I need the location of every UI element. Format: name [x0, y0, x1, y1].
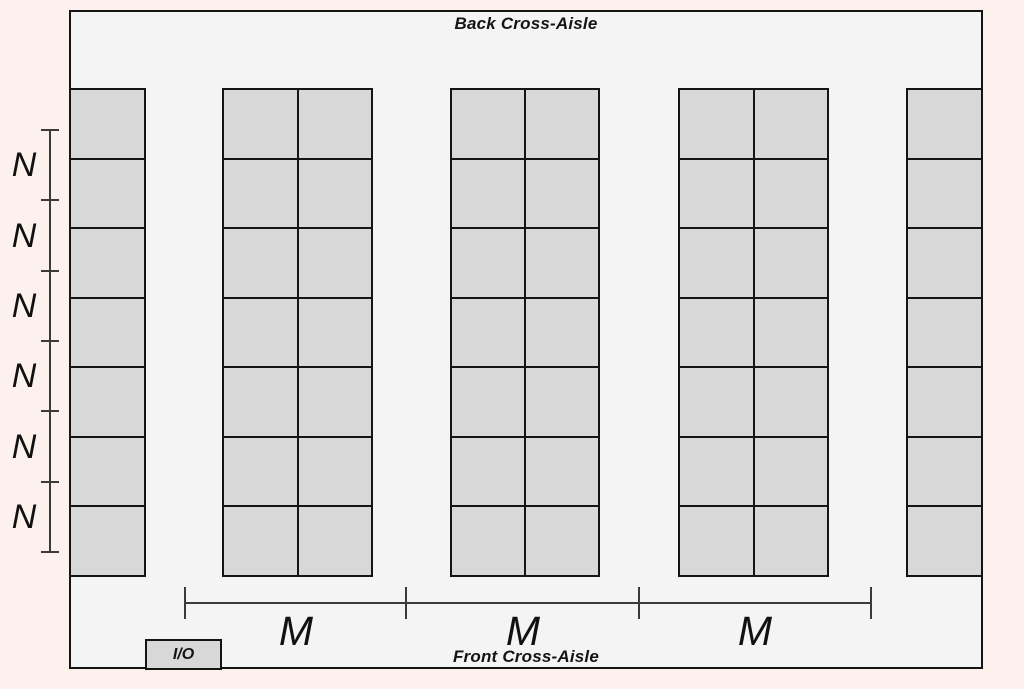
vertical-dimension-label: N	[11, 357, 37, 395]
front-cross-aisle-label: Front Cross-Aisle	[452, 647, 600, 666]
storage-cell	[680, 298, 753, 367]
horizontal-scale-tick	[870, 587, 872, 619]
storage-cell	[754, 437, 827, 506]
storage-cell	[298, 437, 371, 506]
storage-cell	[754, 90, 827, 158]
vertical-dimension-label: N	[11, 217, 37, 255]
storage-cell	[526, 229, 598, 297]
storage-cell	[908, 368, 981, 436]
vertical-dimension-label: N	[11, 428, 37, 466]
storage-cell	[224, 507, 297, 575]
back-cross-aisle-label: Back Cross-Aisle	[454, 14, 598, 33]
vertical-dimension-label: N	[11, 498, 37, 536]
storage-cell	[71, 298, 144, 367]
storage-cell	[754, 368, 827, 436]
storage-cell	[526, 90, 598, 158]
storage-rack	[450, 88, 600, 577]
storage-cell	[680, 159, 753, 228]
storage-cell	[452, 507, 524, 575]
horizontal-dimension-label: M	[737, 608, 773, 654]
storage-cell	[71, 437, 144, 506]
storage-cell	[526, 298, 598, 367]
storage-cell	[224, 229, 297, 297]
io-station: I/O	[145, 639, 222, 670]
storage-cell	[71, 368, 144, 436]
storage-cell	[298, 507, 371, 575]
horizontal-scale-tick	[638, 587, 640, 619]
storage-cell	[71, 229, 144, 297]
storage-cell	[224, 368, 297, 436]
storage-rack	[69, 88, 146, 577]
vertical-scale-tick	[41, 270, 59, 272]
storage-cell	[754, 298, 827, 367]
storage-cell	[224, 298, 297, 367]
storage-cell	[680, 507, 753, 575]
storage-cell	[452, 437, 524, 506]
vertical-dimension-label: N	[11, 146, 37, 184]
storage-cell	[680, 437, 753, 506]
storage-rack	[906, 88, 983, 577]
storage-cell	[680, 90, 753, 158]
storage-cell	[452, 368, 524, 436]
storage-cell	[452, 298, 524, 367]
storage-cell	[526, 368, 598, 436]
vertical-scale-tick	[41, 551, 59, 553]
horizontal-scale-tick	[184, 587, 186, 619]
storage-cell	[71, 90, 144, 158]
storage-cell	[754, 507, 827, 575]
storage-cell	[908, 159, 981, 228]
vertical-scale-tick	[41, 340, 59, 342]
horizontal-dimension-label: M	[278, 608, 314, 654]
storage-cell	[224, 437, 297, 506]
storage-cell	[452, 229, 524, 297]
storage-cell	[680, 368, 753, 436]
storage-cell	[298, 159, 371, 228]
storage-cell	[526, 437, 598, 506]
storage-cell	[908, 229, 981, 297]
storage-cell	[452, 159, 524, 228]
storage-cell	[452, 90, 524, 158]
storage-rack	[678, 88, 829, 577]
storage-cell	[71, 507, 144, 575]
io-station-label: I/O	[172, 645, 195, 663]
storage-cell	[298, 229, 371, 297]
vertical-scale-tick	[41, 129, 59, 131]
horizontal-dimension-label: M	[505, 608, 541, 654]
storage-cell	[298, 368, 371, 436]
storage-cell	[680, 229, 753, 297]
storage-cell	[526, 507, 598, 575]
storage-cell	[908, 437, 981, 506]
storage-cell	[908, 90, 981, 158]
storage-cell	[224, 159, 297, 228]
storage-cell	[908, 507, 981, 575]
storage-cell	[298, 298, 371, 367]
storage-rack	[222, 88, 373, 577]
vertical-dimension-label: N	[11, 287, 37, 325]
storage-cell	[224, 90, 297, 158]
storage-cell	[71, 159, 144, 228]
horizontal-scale-line	[185, 602, 871, 604]
vertical-scale-tick	[41, 199, 59, 201]
vertical-scale-tick	[41, 410, 59, 412]
horizontal-scale-tick	[405, 587, 407, 619]
storage-cell	[908, 298, 981, 367]
storage-cell	[754, 229, 827, 297]
storage-cell	[526, 159, 598, 228]
storage-cell	[298, 90, 371, 158]
vertical-scale-tick	[41, 481, 59, 483]
storage-cell	[754, 159, 827, 228]
